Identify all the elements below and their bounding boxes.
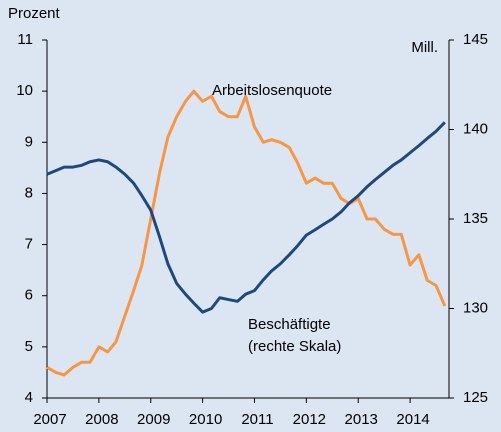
y2-tick-label: 135 <box>463 210 488 227</box>
y-tick-label: 10 <box>16 82 33 99</box>
x-tick-label: 2009 <box>137 411 170 428</box>
line-series <box>46 89 447 377</box>
y-tick-label: 4 <box>25 389 33 406</box>
line-series <box>46 121 446 314</box>
y-axis-label: Prozent <box>8 5 61 22</box>
x-tick-label: 2008 <box>85 411 118 428</box>
y2-tick-label: 140 <box>463 120 488 137</box>
x-tick-label: 2011 <box>241 411 273 428</box>
x-tick-label: 2010 <box>189 411 222 428</box>
y2-axis-label: Mill. <box>411 39 438 56</box>
x-tick-label: 2012 <box>293 411 326 428</box>
y-tick-label: 11 <box>17 31 33 48</box>
y-tick-label: 8 <box>25 184 33 201</box>
x-tick-label: 2014 <box>396 411 429 428</box>
series-label: Arbeitslosenquote <box>212 82 332 99</box>
y2-tick-label: 130 <box>463 299 488 316</box>
annotation: (rechte Skala) <box>248 338 341 355</box>
x-tick-label: 2007 <box>33 411 66 428</box>
x-tick-label: 2013 <box>345 411 378 428</box>
y-tick-label: 9 <box>25 133 33 150</box>
y-tick-label: 7 <box>25 236 33 253</box>
series-label: Beschäftigte <box>248 316 331 333</box>
y2-tick-label: 125 <box>463 389 488 406</box>
y2-tick-label: 145 <box>463 31 488 48</box>
y-tick-label: 6 <box>25 287 33 304</box>
y-tick-label: 5 <box>25 338 33 355</box>
